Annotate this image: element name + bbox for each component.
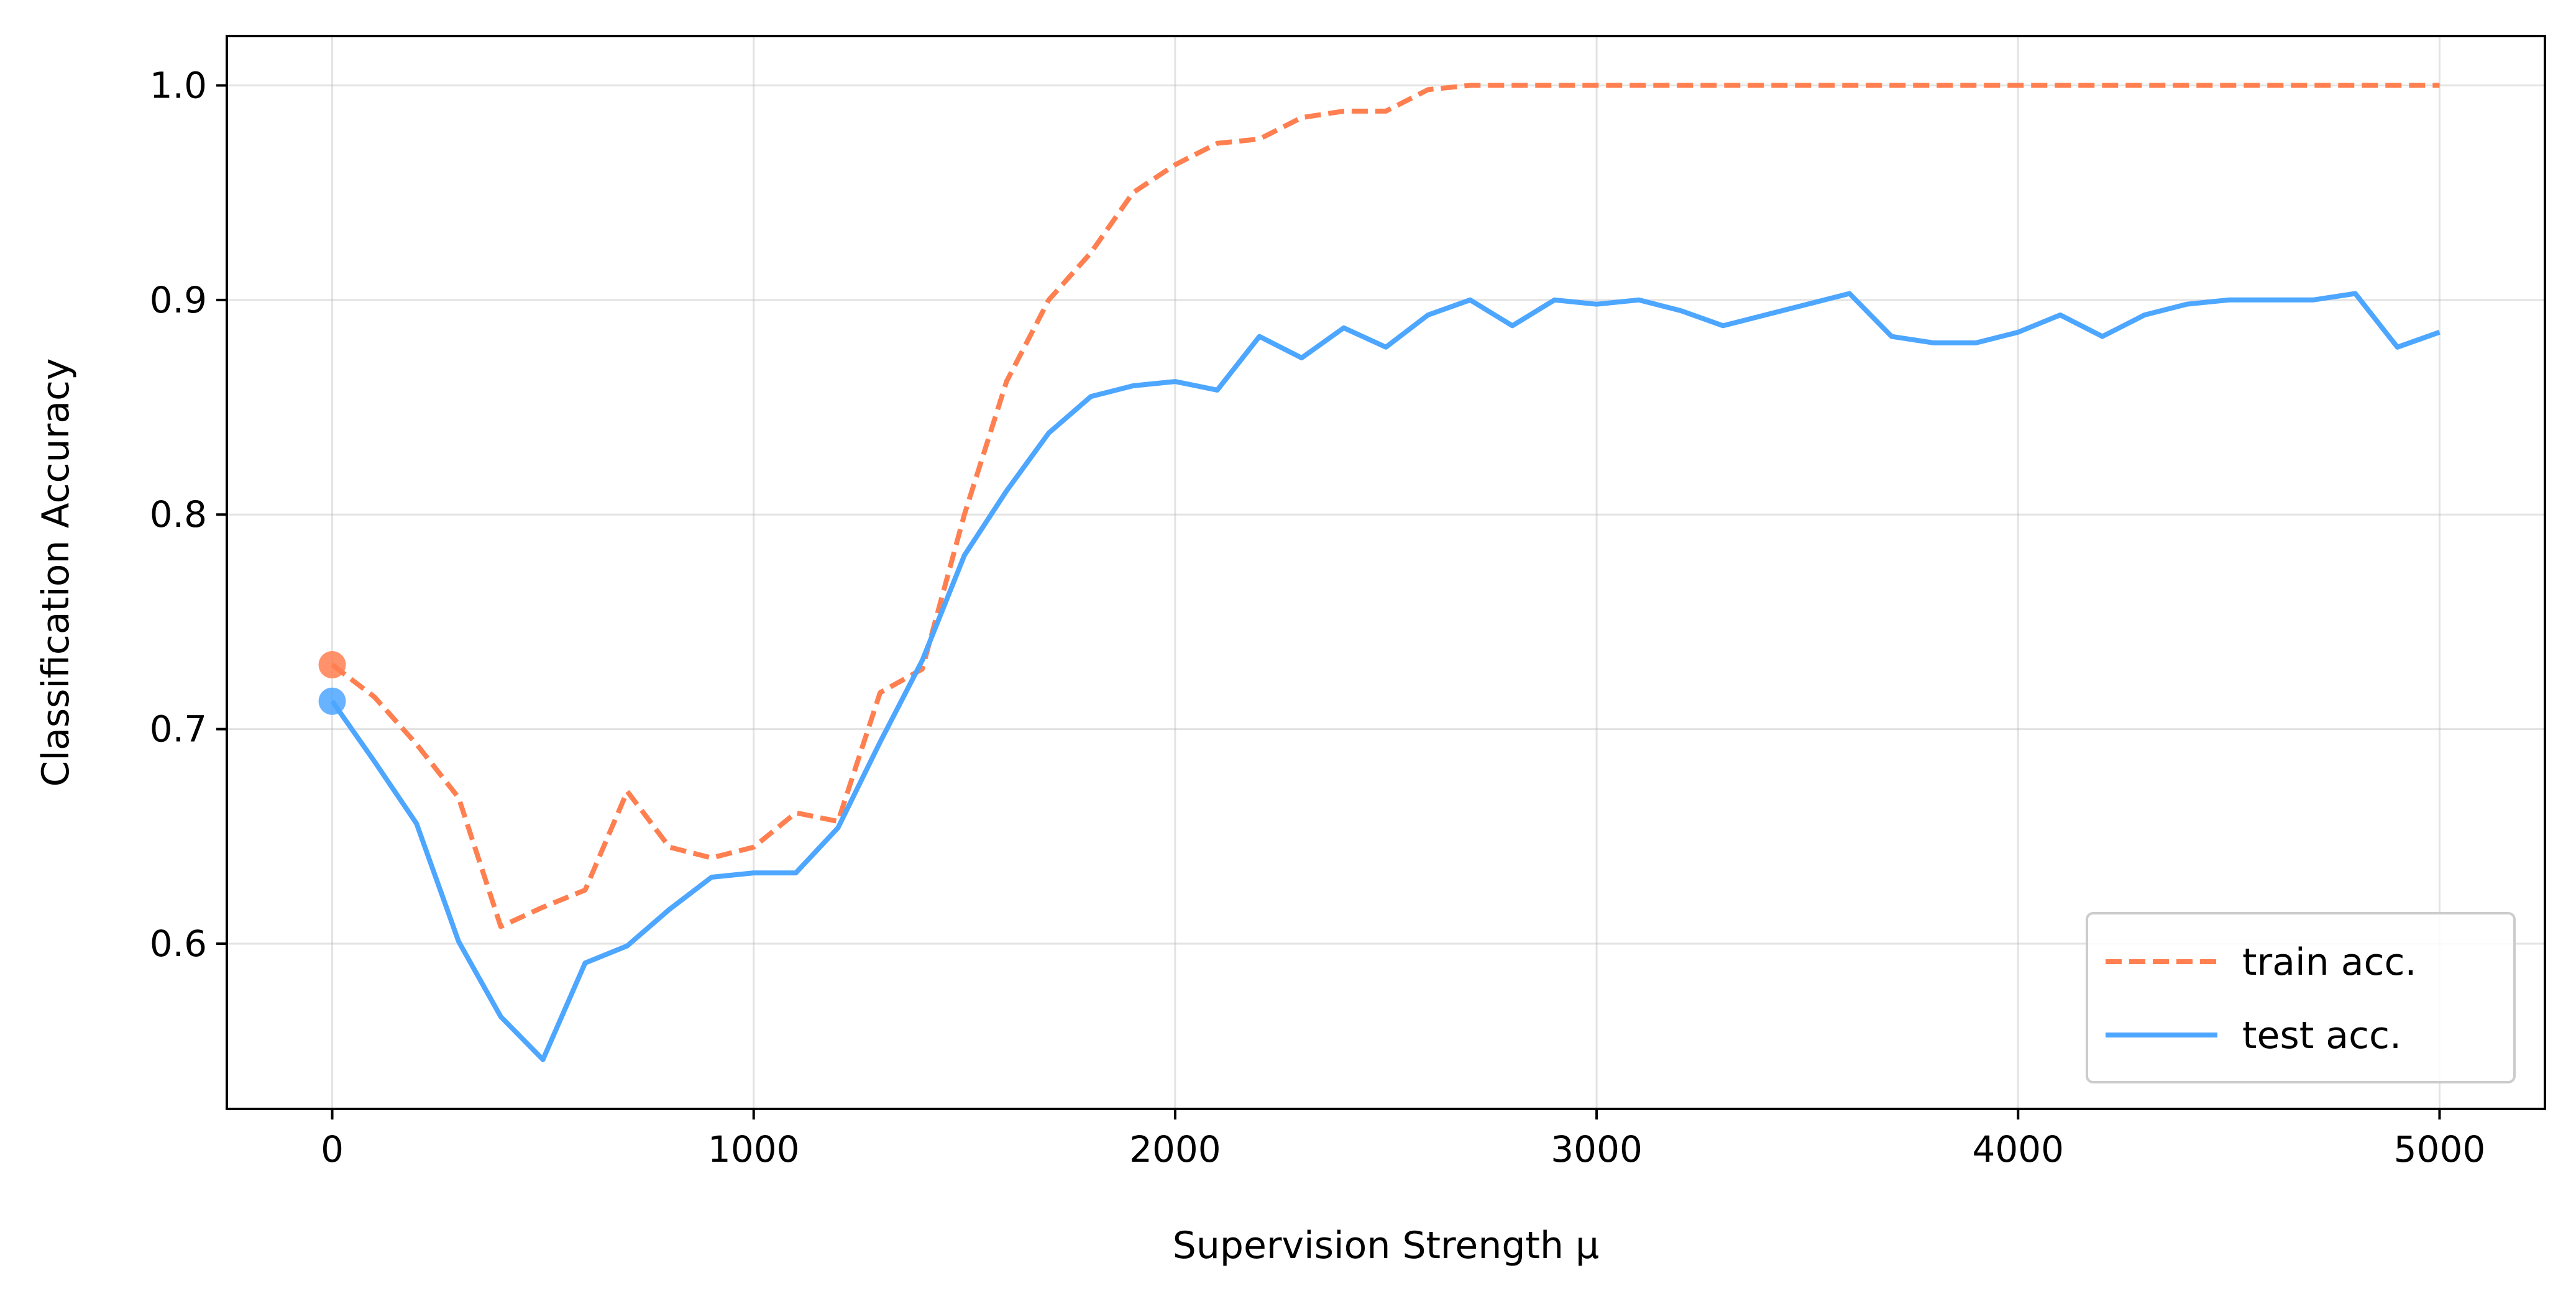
x-tick-label: 4000 (1972, 1128, 2064, 1170)
x-tick-label: 1000 (708, 1128, 800, 1170)
legend-box (2086, 912, 2516, 1083)
x-axis-label: Supervision Strength μ (1173, 1224, 1599, 1267)
y-tick-label: 1.0 (150, 64, 207, 106)
ticks: 0 1000 2000 3000 4000 5000 0.6 0.7 0.8 0.9 1.0 (150, 64, 2486, 1170)
x-tick-label: 2000 (1129, 1128, 1221, 1170)
train-acc-line (331, 83, 2440, 929)
y-tick-label: 0.9 (150, 279, 207, 321)
legend: train acc. test acc. (2086, 912, 2516, 1083)
test-acc-line (330, 291, 2441, 1062)
legend-label-test: test acc. (2242, 1014, 2401, 1057)
y-tick-label: 0.8 (150, 493, 207, 536)
y-tick-label: 0.6 (150, 923, 207, 965)
legend-label-train: train acc. (2242, 941, 2417, 984)
y-tick-label: 0.7 (150, 708, 207, 750)
test-start-marker (318, 687, 346, 715)
y-axis-label: Classification Accuracy (34, 358, 78, 787)
x-tick-label: 3000 (1551, 1128, 1643, 1170)
plot-frame (226, 35, 2546, 1110)
x-tick-label: 0 (321, 1128, 344, 1170)
series-layer (318, 83, 2441, 1062)
x-tick-label: 5000 (2394, 1128, 2486, 1170)
train-start-marker (318, 651, 346, 679)
